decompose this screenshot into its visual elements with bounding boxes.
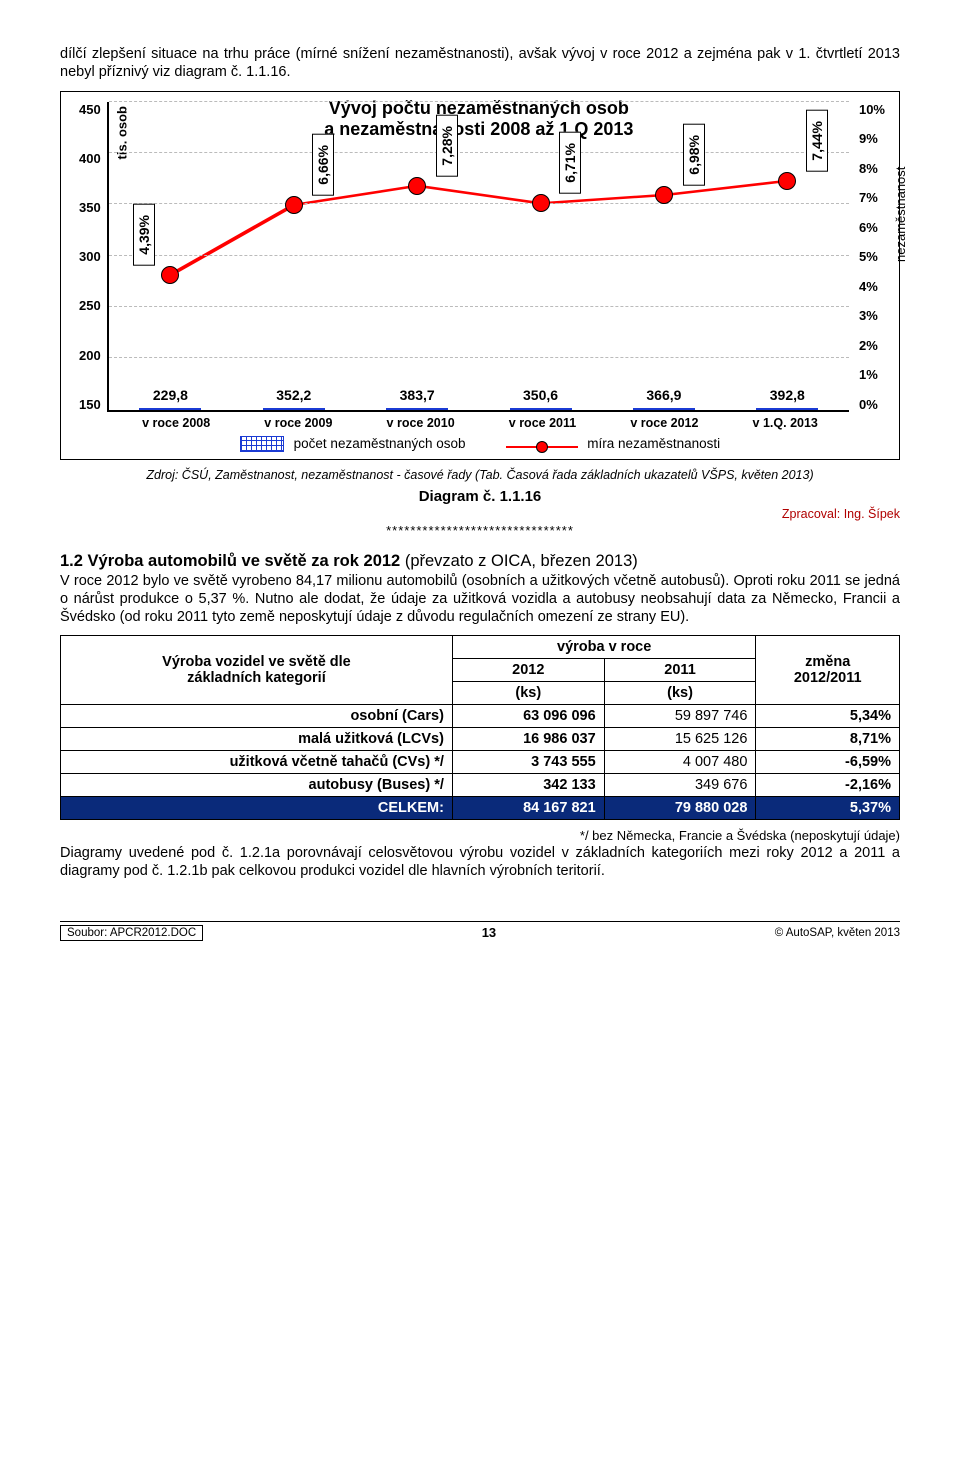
table-head-2012: 2012 [452,658,604,681]
line-marker [161,266,179,284]
bar-value-label: 366,9 [646,387,681,403]
x-tick-label: v roce 2012 [630,416,698,430]
row-pct: 5,34% [756,704,900,727]
bar-value-label: 383,7 [400,387,435,403]
row-2011: 349 676 [604,773,756,796]
row-2012: 342 133 [452,773,604,796]
left-y-axis-label: tis. osob [75,102,79,412]
footer-source-file: Soubor: APCR2012.DOC [60,925,203,941]
page-footer: Soubor: APCR2012.DOC 13 © AutoSAP, květe… [60,921,900,941]
line-marker [285,196,303,214]
x-tick-label: v roce 2009 [264,416,332,430]
legend-line-swatch [506,441,578,453]
row-label: osobní (Cars) [61,704,453,727]
line-marker [778,172,796,190]
x-tick-label: v 1.Q. 2013 [753,416,818,430]
section-paragraph-2: Diagramy uvedené pod č. 1.2.1a porovnáva… [60,845,900,881]
total-label: CELKEM: [61,796,453,819]
bar: 392,8 [756,408,818,410]
line-marker [532,194,550,212]
table-head-unit-2012: (ks) [452,681,604,704]
x-tick-label: v roce 2011 [509,416,576,430]
section-paragraph-1: V roce 2012 bylo ve světě vyrobeno 84,17… [60,573,900,627]
total-2011: 79 880 028 [604,796,756,819]
table-total-row: CELKEM:84 167 82179 880 0285,37% [61,796,900,819]
row-label: malá užitková (LCVs) [61,727,453,750]
chart-source: Zdroj: ČSÚ, Zaměstnanost, nezaměstnanost… [60,468,900,482]
section-heading-bold: 1.2 Výroba automobilů ve světě za rok 20… [60,552,400,570]
line-marker [408,177,426,195]
bar-value-label: 392,8 [770,387,805,403]
row-label: autobusy (Buses) */ [61,773,453,796]
bars-group: 229,8 352,2 383,7 350,6 366,9 392,8 [109,102,849,410]
production-table: Výroba vozidel ve světě dlezákladních ka… [60,635,900,820]
total-2012: 84 167 821 [452,796,604,819]
diagram-number: Diagram č. 1.1.16 [60,488,900,505]
table-row: malá užitková (LCVs)16 986 03715 625 126… [61,727,900,750]
line-pct-label: 6,98% [683,124,705,186]
bar: 366,9 [633,408,695,410]
section-heading: 1.2 Výroba automobilů ve světě za rok 20… [60,552,900,571]
table-head-2011: 2011 [604,658,756,681]
legend-line-item: míra nezaměstnanosti [506,436,721,453]
section-divider: ******************************* [60,523,900,538]
bar: 383,7 [386,408,448,410]
intro-paragraph: dílčí zlepšení situace na trhu práce (mí… [60,45,900,81]
bar-value-label: 229,8 [153,387,188,403]
left-y-axis-ticks: 450400350300250200150 [79,102,107,412]
legend-bar-swatch [240,436,284,452]
table-footnote: */ bez Německa, Francie a Švédska (nepos… [60,828,900,843]
bar: 352,2 [263,408,325,410]
chart-legend: počet nezaměstnaných osob míra nezaměstn… [75,436,885,453]
line-pct-label: 7,44% [806,110,828,172]
table-head-category: Výroba vozidel ve světě dlezákladních ka… [61,635,453,704]
legend-line-label: míra nezaměstnanosti [587,436,720,451]
bar-value-label: 350,6 [523,387,558,403]
table-row: autobusy (Buses) */342 133349 676-2,16% [61,773,900,796]
line-pct-label: 6,66% [312,134,334,196]
line-pct-label: 7,28% [436,115,458,177]
table-row: užitková včetně tahačů (CVs) */3 743 555… [61,750,900,773]
line-marker [655,186,673,204]
x-tick-label: v roce 2010 [387,416,455,430]
row-2011: 15 625 126 [604,727,756,750]
row-pct: -2,16% [756,773,900,796]
row-2011: 4 007 480 [604,750,756,773]
chart-author: Zpracoval: Ing. Šípek [60,507,900,521]
line-pct-label: 4,39% [133,204,155,266]
bar: 229,8 [139,408,201,410]
legend-bar-label: počet nezaměstnaných osob [294,436,466,451]
row-2012: 16 986 037 [452,727,604,750]
right-y-axis-ticks: 10%9%8%7%6%5%4%3%2%1%0% [855,102,885,412]
table-head-change: změna2012/2011 [756,635,900,704]
line-pct-label: 6,71% [559,132,581,194]
total-pct: 5,37% [756,796,900,819]
row-pct: -6,59% [756,750,900,773]
table-head-unit-2011: (ks) [604,681,756,704]
footer-copyright: © AutoSAP, květen 2013 [775,927,900,939]
legend-bar-item: počet nezaměstnaných osob [240,436,466,452]
row-pct: 8,71% [756,727,900,750]
bar-value-label: 352,2 [276,387,311,403]
row-2011: 59 897 746 [604,704,756,727]
row-label: užitková včetně tahačů (CVs) */ [61,750,453,773]
x-axis: v roce 2008 v roce 2009 v roce 2010 v roce … [75,416,885,430]
row-2012: 63 096 096 [452,704,604,727]
section-heading-light: (převzato z OICA, březen 2013) [400,552,638,570]
row-2012: 3 743 555 [452,750,604,773]
chart-container: tis. osob 450400350300250200150 Vývoj po… [60,91,900,460]
table-head-production: výroba v roce [452,635,756,658]
x-tick-label: v roce 2008 [142,416,210,430]
footer-page-number: 13 [482,925,496,940]
bar: 350,6 [510,408,572,410]
table-row: osobní (Cars)63 096 09659 897 7465,34% [61,704,900,727]
right-y-unit: nezaměstnanost [893,166,908,261]
plot-area: Vývoj počtu nezaměstnaných osob a nezamě… [107,102,849,412]
